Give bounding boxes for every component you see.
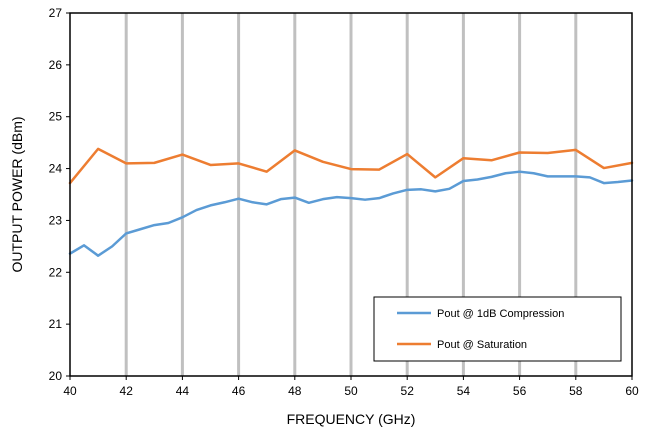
series-layer [68, 147, 634, 257]
legend-label-pout-1db: Pout @ 1dB Compression [437, 308, 564, 320]
y-axis: 20 21 22 23 24 25 26 27 [49, 6, 70, 383]
y-tick-label: 25 [49, 110, 63, 124]
x-tick-label: 46 [232, 384, 246, 398]
y-tick-label: 24 [49, 162, 63, 176]
legend: Pout @ 1dB Compression Pout @ Saturation [373, 296, 622, 362]
x-tick-label: 44 [176, 384, 190, 398]
grid [124, 13, 578, 376]
y-tick-label: 23 [49, 213, 63, 227]
legend-label-pout-sat: Pout @ Saturation [437, 339, 527, 351]
x-tick-label: 58 [569, 384, 583, 398]
y-axis-title: OUTPUT POWER (dBm) [9, 116, 25, 272]
x-tick-label: 54 [457, 384, 471, 398]
series-line-0 [68, 170, 634, 257]
y-tick-label: 22 [49, 265, 63, 279]
x-tick-label: 52 [401, 384, 415, 398]
x-tick-label: 60 [625, 384, 639, 398]
x-tick-label: 50 [344, 384, 358, 398]
y-tick-label: 21 [49, 317, 63, 331]
x-tick-label: 42 [120, 384, 134, 398]
legend-box [373, 296, 622, 362]
y-tick-label: 27 [49, 6, 63, 20]
y-tick-label: 26 [49, 58, 63, 72]
x-tick-label: 40 [63, 384, 77, 398]
y-tick-label: 20 [49, 369, 63, 383]
x-tick-label: 48 [288, 384, 302, 398]
series-line-1 [68, 147, 634, 185]
x-axis: 40 42 44 46 48 50 52 54 56 58 60 [63, 376, 639, 398]
x-axis-title: FREQUENCY (GHz) [287, 411, 416, 427]
x-tick-label: 56 [513, 384, 527, 398]
